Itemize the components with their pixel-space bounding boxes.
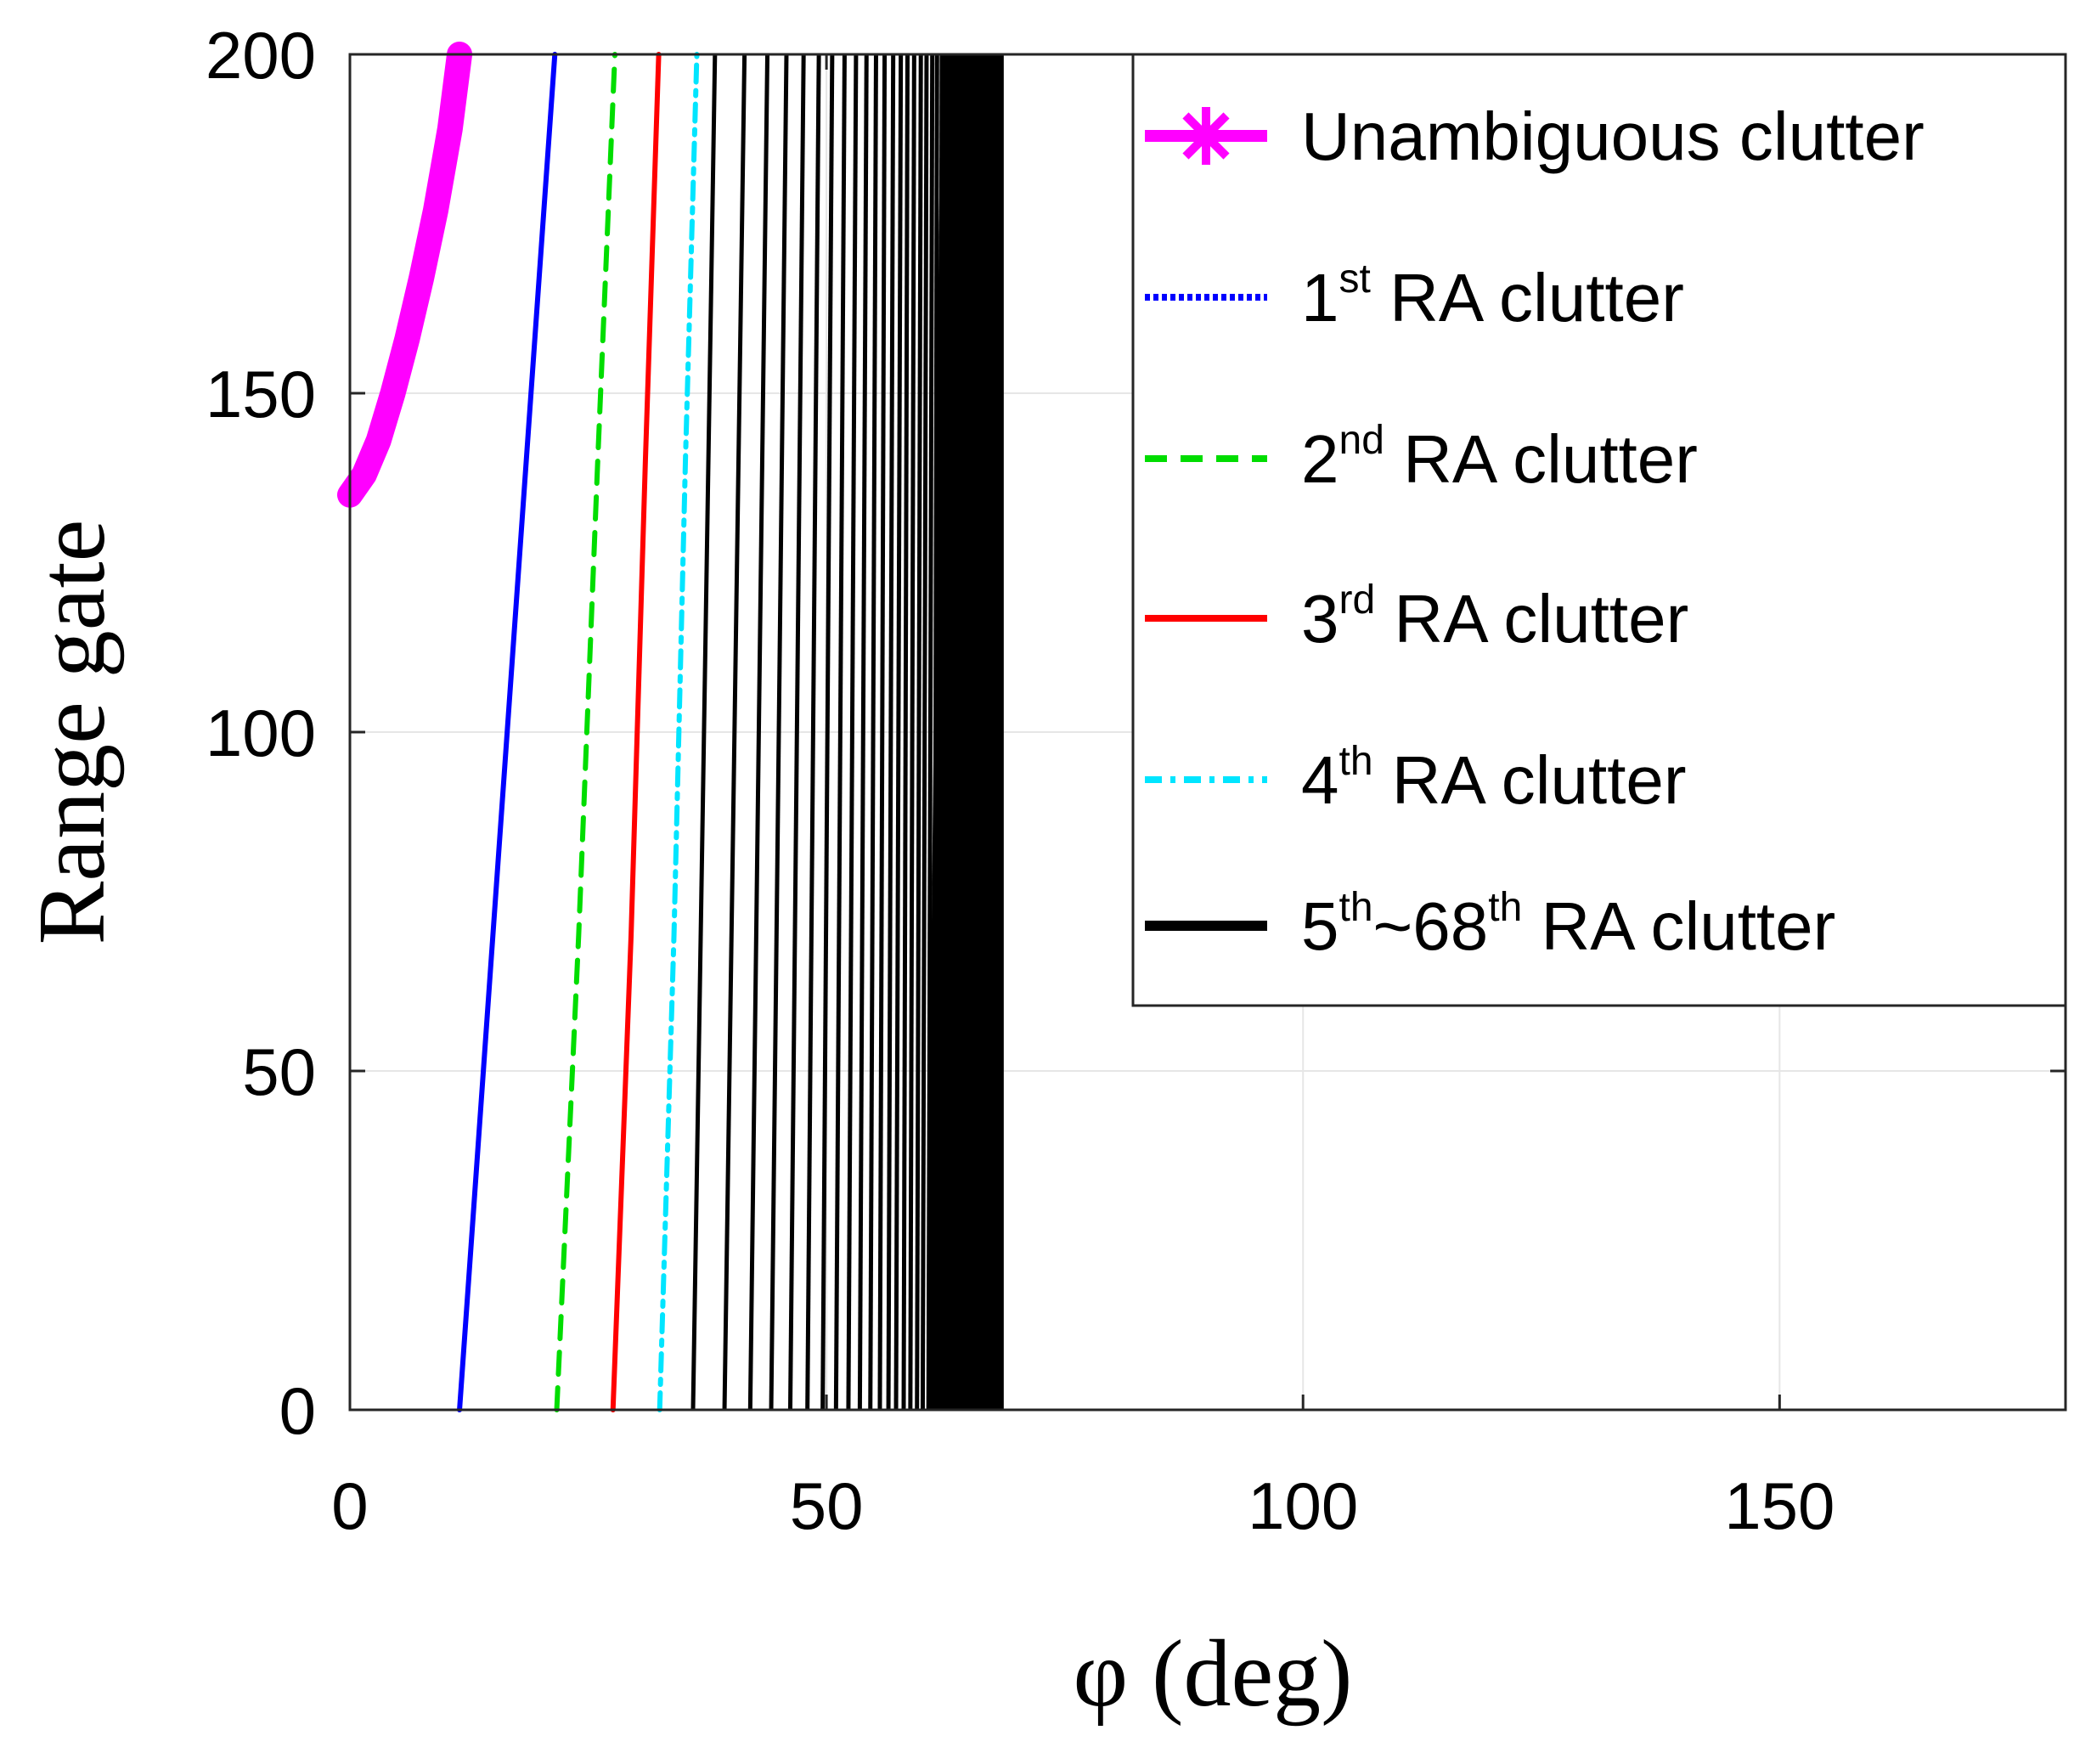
series-line-4 <box>657 52 700 1412</box>
series-line-2 <box>554 52 617 1412</box>
series-5-68-line <box>747 54 770 1411</box>
legend-entry: 1st RA clutter <box>1145 256 1684 335</box>
series-layer <box>337 42 1004 1412</box>
legend-entry: 3rd RA clutter <box>1145 578 1688 657</box>
x-tick-label: 150 <box>1724 1468 1835 1543</box>
legend-label: Unambiguous clutter <box>1301 99 1925 174</box>
y-tick-label: 50 <box>242 1034 316 1109</box>
y-tick-label: 150 <box>206 357 316 431</box>
legend-label: 2nd RA clutter <box>1301 418 1698 497</box>
series-5-68-line <box>820 54 835 1411</box>
series-5-68-line <box>857 54 869 1411</box>
legend-entry: Unambiguous clutter <box>1145 99 1925 174</box>
x-tick-label: 50 <box>790 1468 864 1543</box>
series-5-68-line <box>915 54 923 1411</box>
legend: Unambiguous clutter 1st RA clutter 2nd RA … <box>1131 53 2067 1007</box>
series-line-3 <box>610 52 662 1412</box>
series-line-0 <box>337 42 473 508</box>
x-tick-label: 100 <box>1248 1468 1358 1543</box>
series-line-1 <box>457 52 558 1412</box>
series-5-68-line <box>769 54 789 1411</box>
series-5-68-line <box>908 54 916 1411</box>
series-5-68-line <box>846 54 859 1411</box>
asterisk-marker-icon <box>1182 112 1230 160</box>
series-5-68-line <box>886 54 896 1411</box>
y-tick-label: 0 <box>279 1373 316 1448</box>
x-axis-title: φ (deg) <box>1074 1621 1353 1727</box>
series-5-68-line <box>722 54 747 1411</box>
series-5-68-line <box>868 54 878 1411</box>
legend-label: 5th~68th RA clutter <box>1301 885 1835 964</box>
y-tick-label: 100 <box>206 696 316 770</box>
y-tick-label: 200 <box>206 18 316 93</box>
tick-layer: 0 50 100 150 0 50 100 150 200 <box>206 18 2066 1543</box>
series-5-68-line <box>805 54 821 1411</box>
series-5-68-line <box>901 54 910 1411</box>
legend-label: 1st RA clutter <box>1301 256 1684 335</box>
series-5-68-line <box>787 54 806 1411</box>
legend-entry: 5th~68th RA clutter <box>1145 885 1835 964</box>
series-5-68-line <box>877 54 888 1411</box>
legend-label: 4th RA clutter <box>1301 739 1687 818</box>
legend-label: 3rd RA clutter <box>1301 578 1688 657</box>
series-5-68-dense-fill <box>926 54 1004 1410</box>
legend-entry: 2nd RA clutter <box>1145 418 1698 497</box>
legend-entry: 4th RA clutter <box>1145 739 1687 818</box>
series-5-68-line <box>920 54 929 1411</box>
x-tick-label: 0 <box>331 1468 368 1543</box>
series-5-68-line <box>833 54 847 1411</box>
y-axis-title: Range gate <box>20 520 125 945</box>
legend-box <box>1131 53 2067 1007</box>
series-5-68-line <box>893 54 904 1411</box>
series-5-68-line <box>690 54 718 1411</box>
